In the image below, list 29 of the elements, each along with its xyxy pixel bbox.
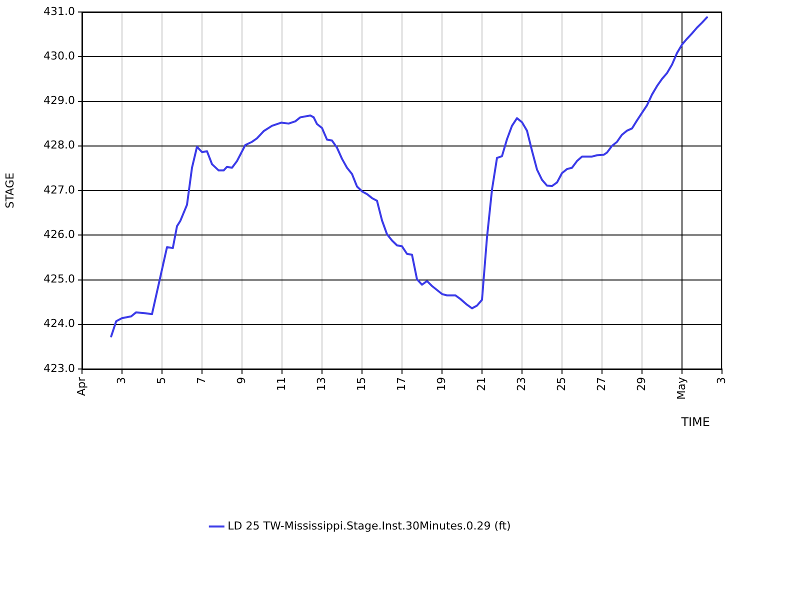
x-tick-label: 3 <box>114 377 128 384</box>
y-axis-title: STAGE <box>3 172 16 208</box>
y-tick-label: 426.0 <box>44 228 75 241</box>
x-tick-label: 25 <box>554 377 568 391</box>
y-tick-label: 425.0 <box>44 272 75 286</box>
x-tick-label: 23 <box>514 377 528 391</box>
x-tick-label: 27 <box>594 377 608 391</box>
x-tick-label: May <box>674 376 688 400</box>
x-axis-title: TIME <box>680 415 710 430</box>
y-tick-label: 431.0 <box>44 4 75 18</box>
x-tick-label: 9 <box>234 377 248 384</box>
y-tick-label: 430.0 <box>44 49 75 62</box>
x-tick-label: Apr <box>74 376 88 396</box>
y-tick-label: 424.0 <box>44 317 75 330</box>
x-tick-label: 29 <box>634 377 648 391</box>
x-tick-label: 19 <box>434 377 448 391</box>
x-tick-label: 3 <box>714 377 728 384</box>
x-tick-label: 5 <box>154 377 168 384</box>
y-tick-label: 429.0 <box>44 94 75 108</box>
x-tick-label: 13 <box>314 377 328 391</box>
legend-label: LD 25 TW-Mississippi.Stage.Inst.30Minutes.0.29 (ft) <box>228 519 511 532</box>
x-tick-label: 21 <box>474 377 488 391</box>
x-tick-label: 7 <box>194 377 208 384</box>
y-tick-label: 427.0 <box>44 183 75 196</box>
x-tick-label: 15 <box>354 377 368 391</box>
y-tick-label: 423.0 <box>44 362 75 375</box>
x-tick-label: 17 <box>394 377 408 391</box>
y-tick-label: 428.0 <box>44 138 75 152</box>
x-tick-label: 11 <box>274 377 288 391</box>
